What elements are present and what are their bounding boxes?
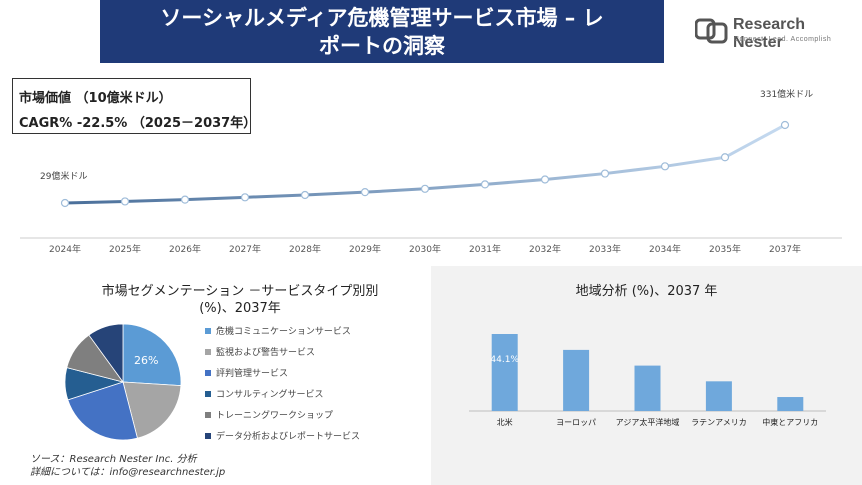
logo-name: Research Nester <box>733 16 806 51</box>
start-value-label: 29億米ドル <box>40 170 87 182</box>
legend-item: トレーニングワークショップ <box>205 404 370 425</box>
logo-tagline: Connect. Lead. Accomplish <box>734 36 832 43</box>
line-point <box>360 188 370 197</box>
x-tick-label: 2024年 <box>49 243 81 255</box>
source-note: ソース：Research Nester Inc. 分析 詳細については：info… <box>30 453 225 479</box>
segmentation-section: 市場セグメンテーション －サービスタイプ別別 (%)、2037年 26% 危機コ… <box>0 270 430 485</box>
bar <box>563 349 590 411</box>
x-tick-label: 2030年 <box>409 243 441 255</box>
x-tick-label: 2034年 <box>649 243 681 255</box>
legend-swatch <box>205 432 211 439</box>
x-tick-label: 2028年 <box>289 243 321 255</box>
bar-chart-title: 地域分析 (%)、2037 年 <box>575 284 718 299</box>
line-point <box>660 162 670 171</box>
pie-slice <box>67 381 138 441</box>
source-line: ソース：Research Nester Inc. 分析 <box>30 454 197 465</box>
legend-swatch <box>205 327 211 334</box>
kpi-box: 市場価値 （10億米ドル） CAGR% -22.5% （2025－2037年） <box>12 78 257 134</box>
title-line-2: ポートの洞察 <box>319 34 445 58</box>
line-point <box>300 190 310 200</box>
legend-item: 危機コミュニケーションサービス <box>205 320 370 341</box>
legend-item: データ分析およびレポートサービス <box>205 425 370 446</box>
service-type-pie-chart: 26% <box>64 323 182 441</box>
market-value-label: 市場価値 （10億米ドル） <box>19 91 172 106</box>
line-point <box>180 195 190 204</box>
legend-label: 監視および警告サービス <box>216 348 316 358</box>
pie-slice <box>122 323 182 387</box>
legend-label: コンサルティングサービス <box>216 390 324 400</box>
pie-data-label: 26% <box>134 354 158 367</box>
pie-title-line-2: (%)、2037年 <box>199 301 281 316</box>
line-point <box>780 120 790 130</box>
legend-item: 評判管理サービス <box>205 362 370 383</box>
pie-legend: 危機コミュニケーションサービス 監視および警告サービス 評判管理サービスコンサルティ… <box>205 320 370 446</box>
end-value-label: 331億米ドル <box>760 88 813 100</box>
x-tick-label: 2025年 <box>109 243 141 255</box>
pie-slice <box>122 381 182 439</box>
x-tick-label: 2029年 <box>349 243 381 255</box>
market-value-line-chart: 2024年 2025年 2026年 2027年 2028年 2029年 2030年 2031年… <box>20 88 842 255</box>
bar <box>491 334 518 411</box>
bar <box>634 365 661 411</box>
report-title: ソーシャルメディア危機管理サービス市場 – レ ポートの洞察 <box>100 0 664 63</box>
regional-analysis-section: 地域分析 (%)、2037 年 北米 ヨーロッパ アジア太平洋地域 ラテンアメリカ 中東… <box>431 266 862 485</box>
legend-swatch <box>205 369 211 376</box>
x-tick-label: 2035年 <box>709 243 741 255</box>
contact-line: 詳細については：info@researchnester.jp <box>30 467 226 478</box>
legend-label: 危機コミュニケーションサービス <box>216 327 351 337</box>
line-point <box>240 193 250 202</box>
line-point <box>60 198 70 208</box>
x-tick-label: 2037年 <box>769 243 801 255</box>
bar <box>705 381 732 411</box>
bar-category-label: ラテンアメリカ <box>691 418 747 427</box>
logo-icon <box>695 18 728 44</box>
legend-label: データ分析およびレポートサービス <box>216 432 361 442</box>
legend-swatch <box>205 390 211 397</box>
legend-label: トレーニングワークショップ <box>216 411 334 421</box>
x-tick-label: 2027年 <box>229 243 261 255</box>
line-point <box>420 184 430 193</box>
pie-slice <box>88 323 124 384</box>
bar-data-label: 44.1% <box>490 355 519 365</box>
line-point <box>720 153 730 162</box>
line-point <box>480 180 490 189</box>
regional-bar-chart: 北米 ヨーロッパ アジア太平洋地域 ラテンアメリカ 中東とアフリカ 44.1% <box>469 334 826 427</box>
cagr-label: CAGR% -22.5% （2025－2037年） <box>19 116 257 131</box>
bar-category-label: ヨーロッパ <box>556 418 596 427</box>
legend-swatch <box>205 348 211 355</box>
x-tick-label: 2032年 <box>529 243 561 255</box>
x-tick-label: 2026年 <box>169 243 201 255</box>
bar <box>777 397 804 411</box>
bar-category-label: アジア太平洋地域 <box>616 417 680 427</box>
x-tick-label: 2031年 <box>469 243 501 255</box>
title-line-1: ソーシャルメディア危機管理サービス市場 – レ <box>160 6 604 30</box>
bar-category-label: 北米 <box>497 417 513 427</box>
legend-label: 評判管理サービス <box>216 369 289 379</box>
x-tick-label: 2033年 <box>589 243 621 255</box>
line-point <box>120 197 130 206</box>
line-point <box>600 169 610 178</box>
legend-swatch <box>205 411 211 418</box>
research-nester-logo: Research Nester Connect. Lead. Accomplis… <box>695 14 845 51</box>
legend-item: 監視および警告サービス <box>205 341 370 362</box>
pie-chart-title: 市場セグメンテーション －サービスタイプ別別 (%)、2037年 <box>80 283 400 317</box>
bar-category-label: 中東とアフリカ <box>762 417 818 427</box>
pie-title-line-1: 市場セグメンテーション －サービスタイプ別別 <box>101 284 379 299</box>
line-point <box>540 175 550 184</box>
legend-item: コンサルティングサービス <box>205 383 370 404</box>
